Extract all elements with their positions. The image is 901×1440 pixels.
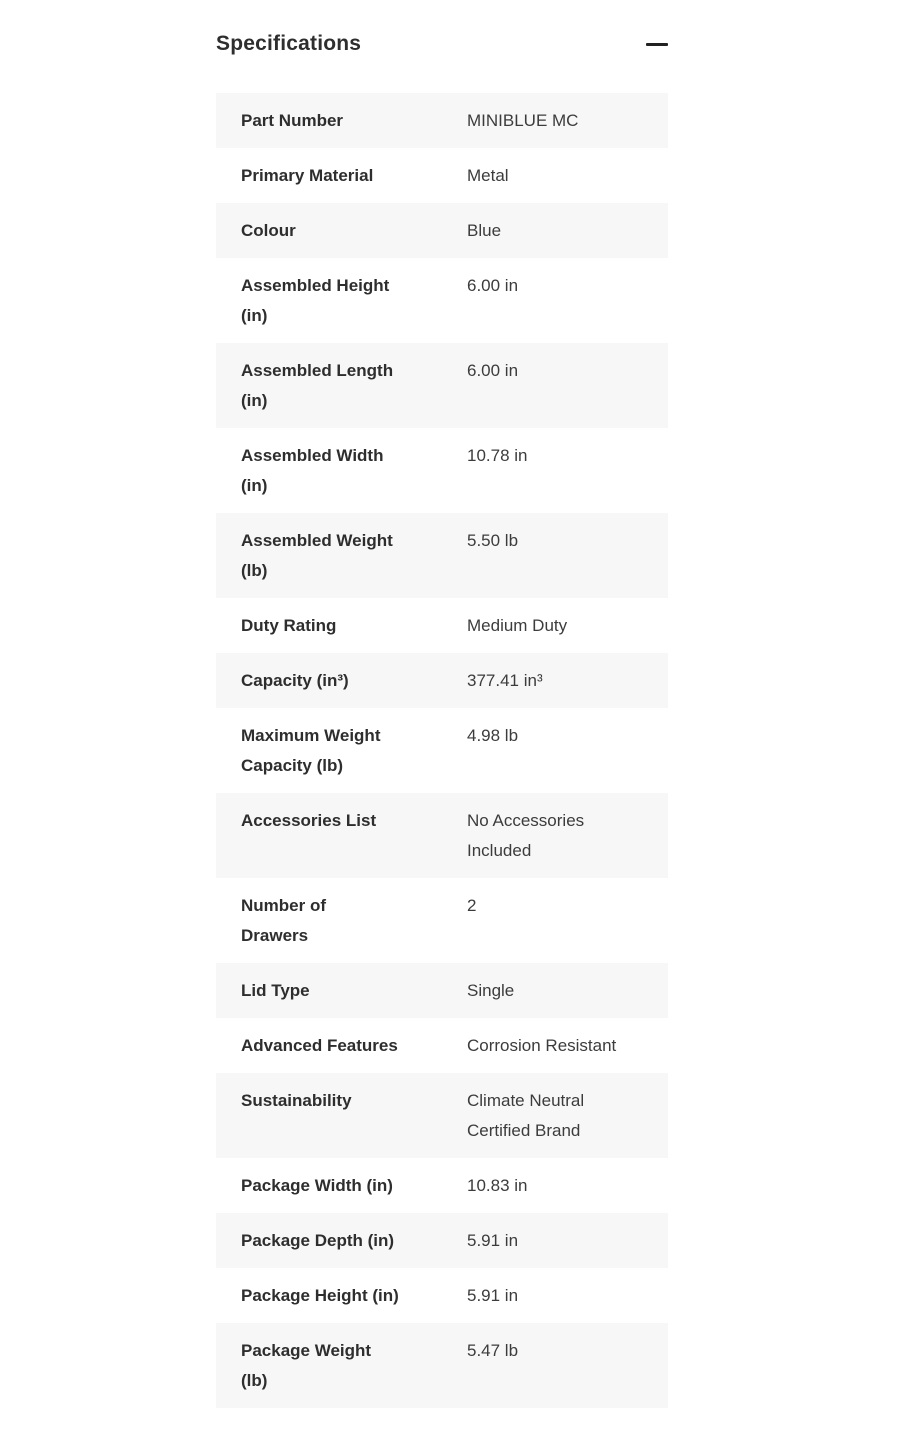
table-row: Accessories List No Accessories Included bbox=[216, 793, 668, 878]
table-row: Assembled Weight (lb) 5.50 lb bbox=[216, 513, 668, 598]
specifications-table: Part Number MINIBLUE MC Primary Material… bbox=[216, 93, 668, 1408]
spec-value: Medium Duty bbox=[467, 615, 568, 635]
spec-label: Maximum Weight Capacity (lb) bbox=[241, 725, 381, 775]
spec-value: 6.00 in bbox=[467, 275, 519, 295]
spec-label: Package Depth (in) bbox=[241, 1230, 395, 1250]
table-row: Sustainability Climate Neutral Certified… bbox=[216, 1073, 668, 1158]
table-row: Colour Blue bbox=[216, 203, 668, 258]
spec-label: Capacity (in³) bbox=[241, 670, 349, 690]
table-row: Part Number MINIBLUE MC bbox=[216, 93, 668, 148]
table-row: Package Weight (lb) 5.47 lb bbox=[216, 1323, 668, 1408]
spec-label: Sustainability bbox=[241, 1090, 352, 1110]
spec-value: 4.98 lb bbox=[467, 725, 519, 745]
spec-value: 6.00 in bbox=[467, 360, 519, 380]
table-row: Advanced Features Corrosion Resistant bbox=[216, 1018, 668, 1073]
spec-label: Package Height (in) bbox=[241, 1285, 399, 1305]
table-row: Assembled Width (in) 10.78 in bbox=[216, 428, 668, 513]
spec-label: Part Number bbox=[241, 110, 344, 130]
spec-value: Climate Neutral Certified Brand bbox=[467, 1090, 585, 1140]
specifications-header: Specifications bbox=[216, 30, 668, 58]
spec-label: Lid Type bbox=[241, 980, 310, 1000]
spec-label: Assembled Height (in) bbox=[241, 275, 390, 325]
spec-value: No Accessories Included bbox=[467, 810, 585, 860]
table-row: Assembled Height (in) 6.00 in bbox=[216, 258, 668, 343]
table-row: Package Height (in) 5.91 in bbox=[216, 1268, 668, 1323]
table-row: Maximum Weight Capacity (lb) 4.98 lb bbox=[216, 708, 668, 793]
table-row: Assembled Length (in) 6.00 in bbox=[216, 343, 668, 428]
section-title: Specifications bbox=[216, 32, 362, 55]
table-row: Package Width (in) 10.83 in bbox=[216, 1158, 668, 1213]
spec-label: Assembled Weight (lb) bbox=[241, 530, 393, 580]
minus-icon bbox=[646, 42, 668, 46]
spec-label: Advanced Features bbox=[241, 1035, 398, 1055]
spec-label: Number of Drawers bbox=[241, 895, 326, 945]
spec-label: Accessories List bbox=[241, 810, 377, 830]
spec-value: Single bbox=[467, 980, 515, 1000]
spec-label: Package Width (in) bbox=[241, 1175, 393, 1195]
table-row: Package Depth (in) 5.91 in bbox=[216, 1213, 668, 1268]
spec-value: 377.41 in³ bbox=[467, 670, 543, 690]
spec-label: Primary Material bbox=[241, 165, 374, 185]
spec-value: 5.91 in bbox=[467, 1230, 519, 1250]
spec-label: Assembled Length (in) bbox=[241, 360, 394, 410]
spec-value: 5.47 lb bbox=[467, 1340, 519, 1360]
spec-label: Duty Rating bbox=[241, 615, 337, 635]
spec-label: Package Weight (lb) bbox=[241, 1340, 372, 1390]
spec-value: 10.78 in bbox=[467, 445, 528, 465]
table-row: Lid Type Single bbox=[216, 963, 668, 1018]
spec-value: MINIBLUE MC bbox=[467, 110, 579, 130]
spec-label: Colour bbox=[241, 220, 296, 240]
collapse-section-button[interactable] bbox=[646, 37, 668, 52]
table-row: Duty Rating Medium Duty bbox=[216, 598, 668, 653]
spec-value: 5.50 lb bbox=[467, 530, 519, 550]
spec-label: Assembled Width (in) bbox=[241, 445, 384, 495]
spec-value: 10.83 in bbox=[467, 1175, 528, 1195]
spec-value: Corrosion Resistant bbox=[467, 1035, 617, 1055]
table-row: Capacity (in³) 377.41 in³ bbox=[216, 653, 668, 708]
spec-value: 5.91 in bbox=[467, 1285, 519, 1305]
specifications-section: Specifications Part Number MINIBLUE MC P… bbox=[216, 30, 668, 1408]
spec-value: Metal bbox=[467, 165, 509, 185]
spec-value: 2 bbox=[467, 895, 477, 915]
spec-value: Blue bbox=[467, 220, 502, 240]
table-row: Number of Drawers 2 bbox=[216, 878, 668, 963]
table-row: Primary Material Metal bbox=[216, 148, 668, 203]
